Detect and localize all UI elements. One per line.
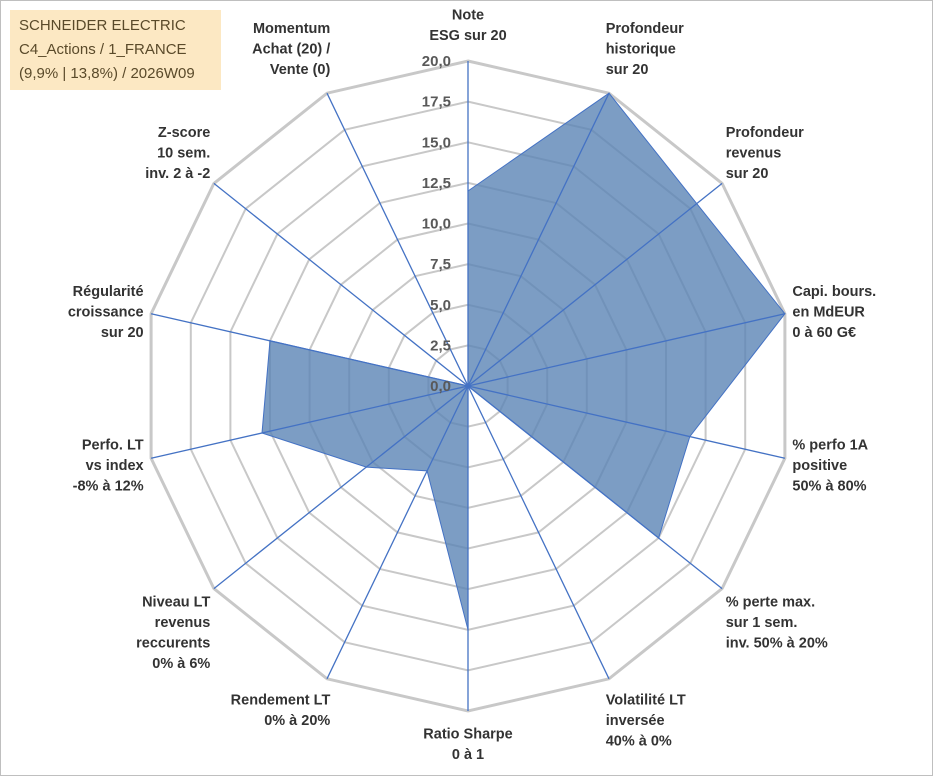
portfolio-name: C4_Actions / 1_FRANCE xyxy=(19,41,187,58)
axis-label: sur 20 xyxy=(101,325,144,341)
axis-spoke xyxy=(150,313,469,387)
axis-label: Profondeur xyxy=(606,21,684,37)
axis-label: 0 à 1 xyxy=(452,747,484,763)
axis-label: inv. 50% à 20% xyxy=(726,636,828,652)
company-name: SCHNEIDER ELECTRIC xyxy=(19,17,186,34)
axis-label: inv. 2 à -2 xyxy=(145,166,210,182)
tick-label: 2,5 xyxy=(430,337,451,354)
axis-spoke xyxy=(326,92,469,387)
axis-label: Momentum xyxy=(253,21,330,37)
axis-spoke xyxy=(467,313,786,387)
axis-label: revenus xyxy=(726,145,782,161)
axis-label: -8% à 12% xyxy=(73,479,144,495)
axis-label: % perte max. xyxy=(726,595,815,611)
axis-label: Régularité xyxy=(73,284,144,300)
tick-label: 5,0 xyxy=(430,297,451,314)
axis-label: Rendement LT xyxy=(231,692,331,708)
axis-label: 40% à 0% xyxy=(606,733,672,749)
axis-label: Profondeur xyxy=(726,125,804,141)
tick-label: 20,0 xyxy=(422,53,451,70)
axis-label: Vente (0) xyxy=(270,62,331,78)
tick-label: 0,0 xyxy=(430,378,451,395)
tick-label: 12,5 xyxy=(422,175,451,192)
axis-label: 50% à 80% xyxy=(792,479,866,495)
axis-labels: Note ESG sur 20 Profondeur historique sur 20… xyxy=(68,8,876,764)
series-area xyxy=(261,92,786,630)
axis-label: inversée xyxy=(606,713,665,729)
axis-label: reccurents xyxy=(136,636,210,652)
axis-spoke xyxy=(467,385,723,590)
axis-label: 0% à 20% xyxy=(264,713,330,729)
axis-spoke xyxy=(213,182,469,387)
axis-label: Ratio Sharpe xyxy=(423,727,512,743)
axis-label: 0% à 6% xyxy=(152,656,210,672)
axis-spoke xyxy=(467,385,610,680)
series-layer xyxy=(261,92,786,631)
axis-label: Z-score xyxy=(158,125,210,141)
axis-label: vs index xyxy=(86,458,144,474)
axis-label: Perfo. LT xyxy=(82,438,144,454)
axis-label: Niveau LT xyxy=(142,595,210,611)
axis-label: Volatilité LT xyxy=(606,692,686,708)
tick-label: 10,0 xyxy=(422,216,451,233)
axis-label: 10 sem. xyxy=(157,145,210,161)
portfolio-details: (9,9% | 13,8%) / 2026W09 xyxy=(19,65,195,82)
axis-label: 0 à 60 G€ xyxy=(792,325,856,341)
axis-label: historique xyxy=(606,42,676,58)
axis-label: Achat (20) / xyxy=(252,42,330,58)
axis-spoke xyxy=(213,385,469,590)
axis-label: croissance xyxy=(68,305,144,321)
axis-spoke xyxy=(326,385,469,680)
axis-label: sur 20 xyxy=(726,166,769,182)
axis-label: ESG sur 20 xyxy=(429,28,506,44)
axis-label: sur 20 xyxy=(606,62,649,78)
axis-label: sur 1 sem. xyxy=(726,615,798,631)
tick-label: 7,5 xyxy=(430,256,451,273)
axis-spoke xyxy=(467,182,723,387)
axis-spoke xyxy=(467,92,610,387)
axis-label: positive xyxy=(792,458,847,474)
axis-label: Note xyxy=(452,8,484,24)
axis-label: % perfo 1A xyxy=(792,438,868,454)
axis-spoke xyxy=(467,385,786,459)
axis-spoke xyxy=(150,385,469,459)
tick-label: 17,5 xyxy=(422,94,451,111)
axis-label: en MdEUR xyxy=(792,305,865,321)
axis-label: revenus xyxy=(155,615,211,631)
spoke-layer xyxy=(150,61,786,711)
info-box: SCHNEIDER ELECTRIC C4_Actions / 1_FRANCE… xyxy=(10,10,221,90)
tick-labels: 0,0 2,5 5,0 7,5 10,0 12,5 15,0 17,5 20,0 xyxy=(422,53,451,395)
tick-label: 15,0 xyxy=(422,134,451,151)
axis-label: Capi. bours. xyxy=(792,284,876,300)
